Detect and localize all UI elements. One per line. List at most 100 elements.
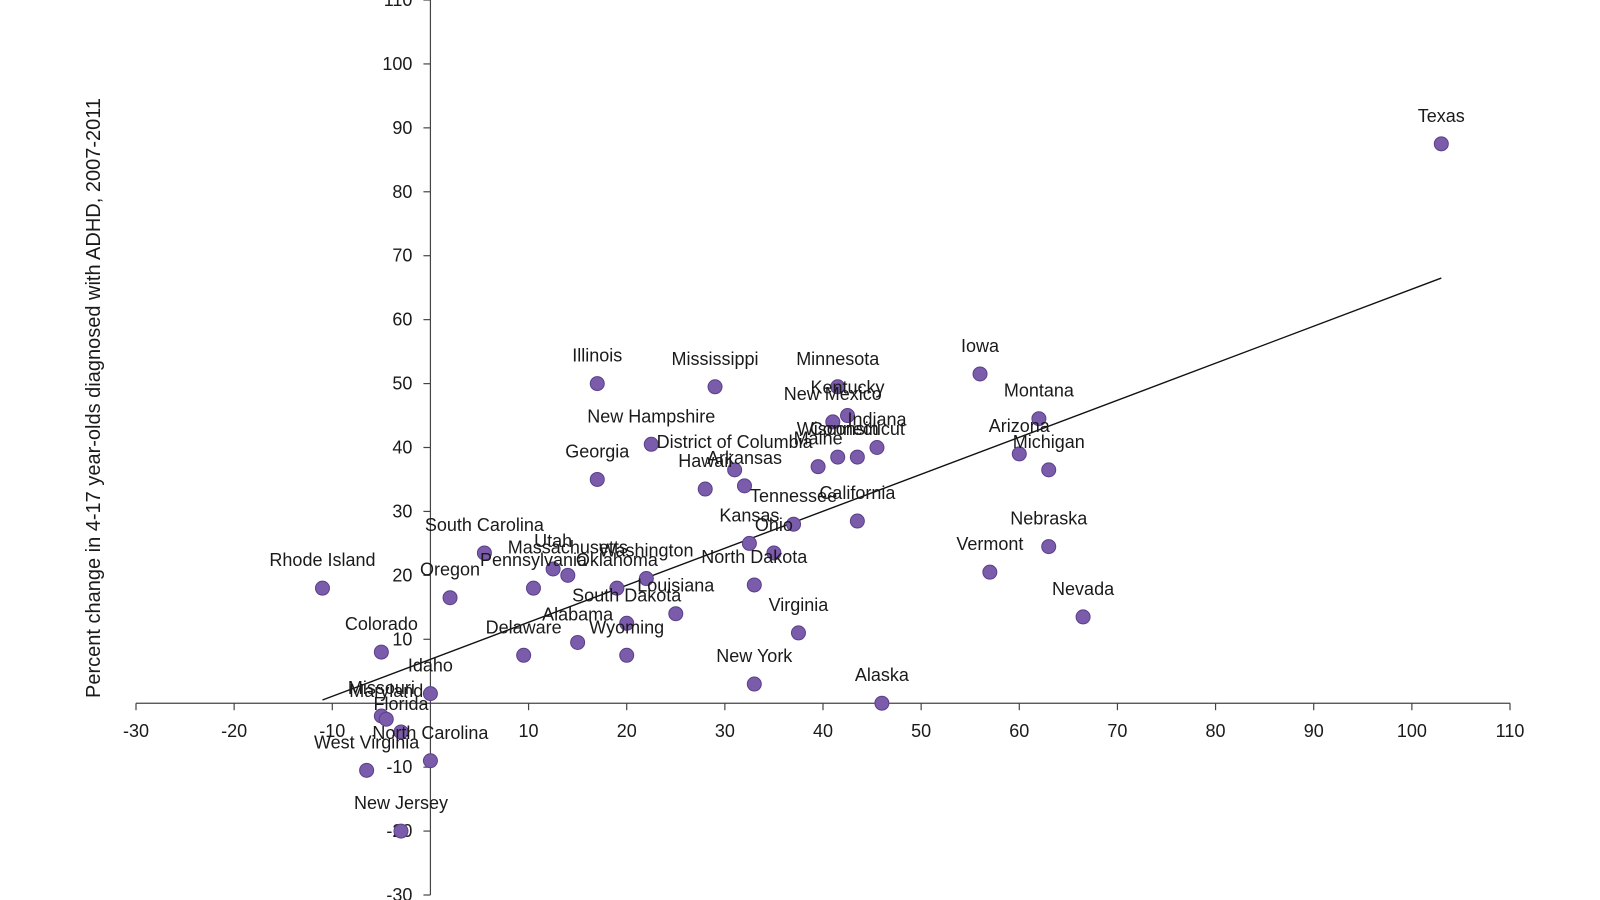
y-tick-label: 40 xyxy=(392,438,412,458)
y-tick-label: 110 xyxy=(384,0,413,10)
point-label-kansas: Kansas xyxy=(719,505,779,525)
point-kentucky xyxy=(840,408,856,424)
point-alabama xyxy=(570,634,586,650)
y-axis-title: Percent change in 4-17 year-olds diagnos… xyxy=(83,98,105,698)
point-label-utah: Utah xyxy=(534,531,572,551)
point-label-louisiana: Louisiana xyxy=(637,576,715,596)
point-minnesota xyxy=(830,379,846,395)
point-maine xyxy=(810,459,826,475)
point-vermont xyxy=(982,564,998,580)
point-label-south-carolina: South Carolina xyxy=(425,515,545,535)
point-tennessee xyxy=(786,516,802,532)
point-massachusetts xyxy=(560,567,576,583)
point-label-ohio: Ohio xyxy=(755,515,793,535)
point-label-north-dakota: North Dakota xyxy=(701,547,808,567)
x-tick-label: 10 xyxy=(519,721,539,741)
points-layer xyxy=(314,136,1449,839)
point-idaho xyxy=(422,686,438,702)
point-north-dakota xyxy=(746,577,762,593)
point-label-arizona: Arizona xyxy=(989,416,1051,436)
point-label-new-york: New York xyxy=(716,646,793,666)
point-label-michigan: Michigan xyxy=(1013,432,1085,452)
point-colorado xyxy=(373,644,389,660)
x-tick-label: 90 xyxy=(1304,721,1324,741)
point-wyoming xyxy=(619,647,635,663)
point-florida xyxy=(393,724,409,740)
y-tick-label: 20 xyxy=(392,565,412,585)
trendline-layer xyxy=(322,277,1442,701)
point-label-iowa: Iowa xyxy=(961,336,1000,356)
y-tick-label: -30 xyxy=(386,885,412,900)
point-label-vermont: Vermont xyxy=(956,534,1023,554)
point-label-colorado: Colorado xyxy=(345,614,418,634)
point-label-west-virginia: West Virginia xyxy=(314,732,420,752)
x-tick-label: 100 xyxy=(1397,721,1427,741)
point-label-wisconsin: Wisconsin xyxy=(797,419,879,439)
point-west-virginia xyxy=(359,762,375,778)
x-tick-label: 30 xyxy=(715,721,735,741)
x-tick-label: 60 xyxy=(1009,721,1029,741)
point-label-maine: Maine xyxy=(794,429,843,449)
x-tick-label: 80 xyxy=(1206,721,1226,741)
point-label-california: California xyxy=(819,483,896,503)
point-new-york xyxy=(746,676,762,692)
point-maryland xyxy=(378,711,394,727)
x-tick-label: -20 xyxy=(221,721,247,741)
point-delaware xyxy=(516,647,532,663)
axes: -30-20-10102030405060708090100110-30-20-… xyxy=(123,0,1524,900)
trendline xyxy=(322,277,1442,701)
point-hawaii xyxy=(697,481,713,497)
point-south-carolina xyxy=(476,545,492,561)
point-kansas xyxy=(741,535,757,551)
point-label-montana: Montana xyxy=(1004,381,1075,401)
point-label-pennsylvania: Pennsylvania xyxy=(480,550,588,570)
point-label-massachusetts: Massachusetts xyxy=(508,537,628,557)
y-tick-label: 100 xyxy=(382,54,412,74)
point-rhode-island xyxy=(314,580,330,596)
point-label-new-mexico: New Mexico xyxy=(784,384,882,404)
point-oregon xyxy=(442,590,458,606)
point-california xyxy=(849,513,865,529)
y-tick-label: -10 xyxy=(386,757,412,777)
point-label-rhode-island: Rhode Island xyxy=(269,550,375,570)
y-tick-label: 60 xyxy=(392,310,412,330)
point-label-washington: Washington xyxy=(599,541,693,561)
y-tick-label: 90 xyxy=(392,118,412,138)
point-label-maryland: Maryland xyxy=(349,681,423,701)
x-tick-label: -10 xyxy=(319,721,345,741)
point-label-minnesota: Minnesota xyxy=(796,349,880,369)
point-label-idaho: Idaho xyxy=(408,656,453,676)
point-new-hampshire xyxy=(643,436,659,452)
point-label-nevada: Nevada xyxy=(1052,579,1115,599)
x-tick-label: -30 xyxy=(123,721,149,741)
point-label-oregon: Oregon xyxy=(420,560,480,580)
point-label-wyoming: Wyoming xyxy=(589,617,664,637)
point-label-connecticut: Connecticut xyxy=(810,419,905,439)
point-louisiana xyxy=(668,606,684,622)
point-south-dakota xyxy=(619,615,635,631)
point-label-florida: Florida xyxy=(373,694,429,714)
y-tick-label: 70 xyxy=(392,246,412,266)
x-tick-label: 70 xyxy=(1107,721,1127,741)
y-tick-label: 80 xyxy=(392,182,412,202)
point-michigan xyxy=(1041,462,1057,478)
point-label-alaska: Alaska xyxy=(855,665,910,685)
y-tick-label: 50 xyxy=(392,374,412,394)
point-oklahoma xyxy=(609,580,625,596)
point-label-delaware: Delaware xyxy=(486,617,562,637)
point-label-hawaii: Hawaii xyxy=(678,451,732,471)
point-pennsylvania xyxy=(525,580,541,596)
point-nevada xyxy=(1075,609,1091,625)
point-district-of-columbia xyxy=(727,462,743,478)
point-illinois xyxy=(589,376,605,392)
point-washington xyxy=(638,571,654,587)
point-nebraska xyxy=(1041,539,1057,555)
point-label-virginia: Virginia xyxy=(769,595,830,615)
point-texas xyxy=(1433,136,1449,152)
point-georgia xyxy=(589,471,605,487)
x-tick-label: 50 xyxy=(911,721,931,741)
point-ohio xyxy=(766,545,782,561)
point-connecticut xyxy=(849,449,865,465)
